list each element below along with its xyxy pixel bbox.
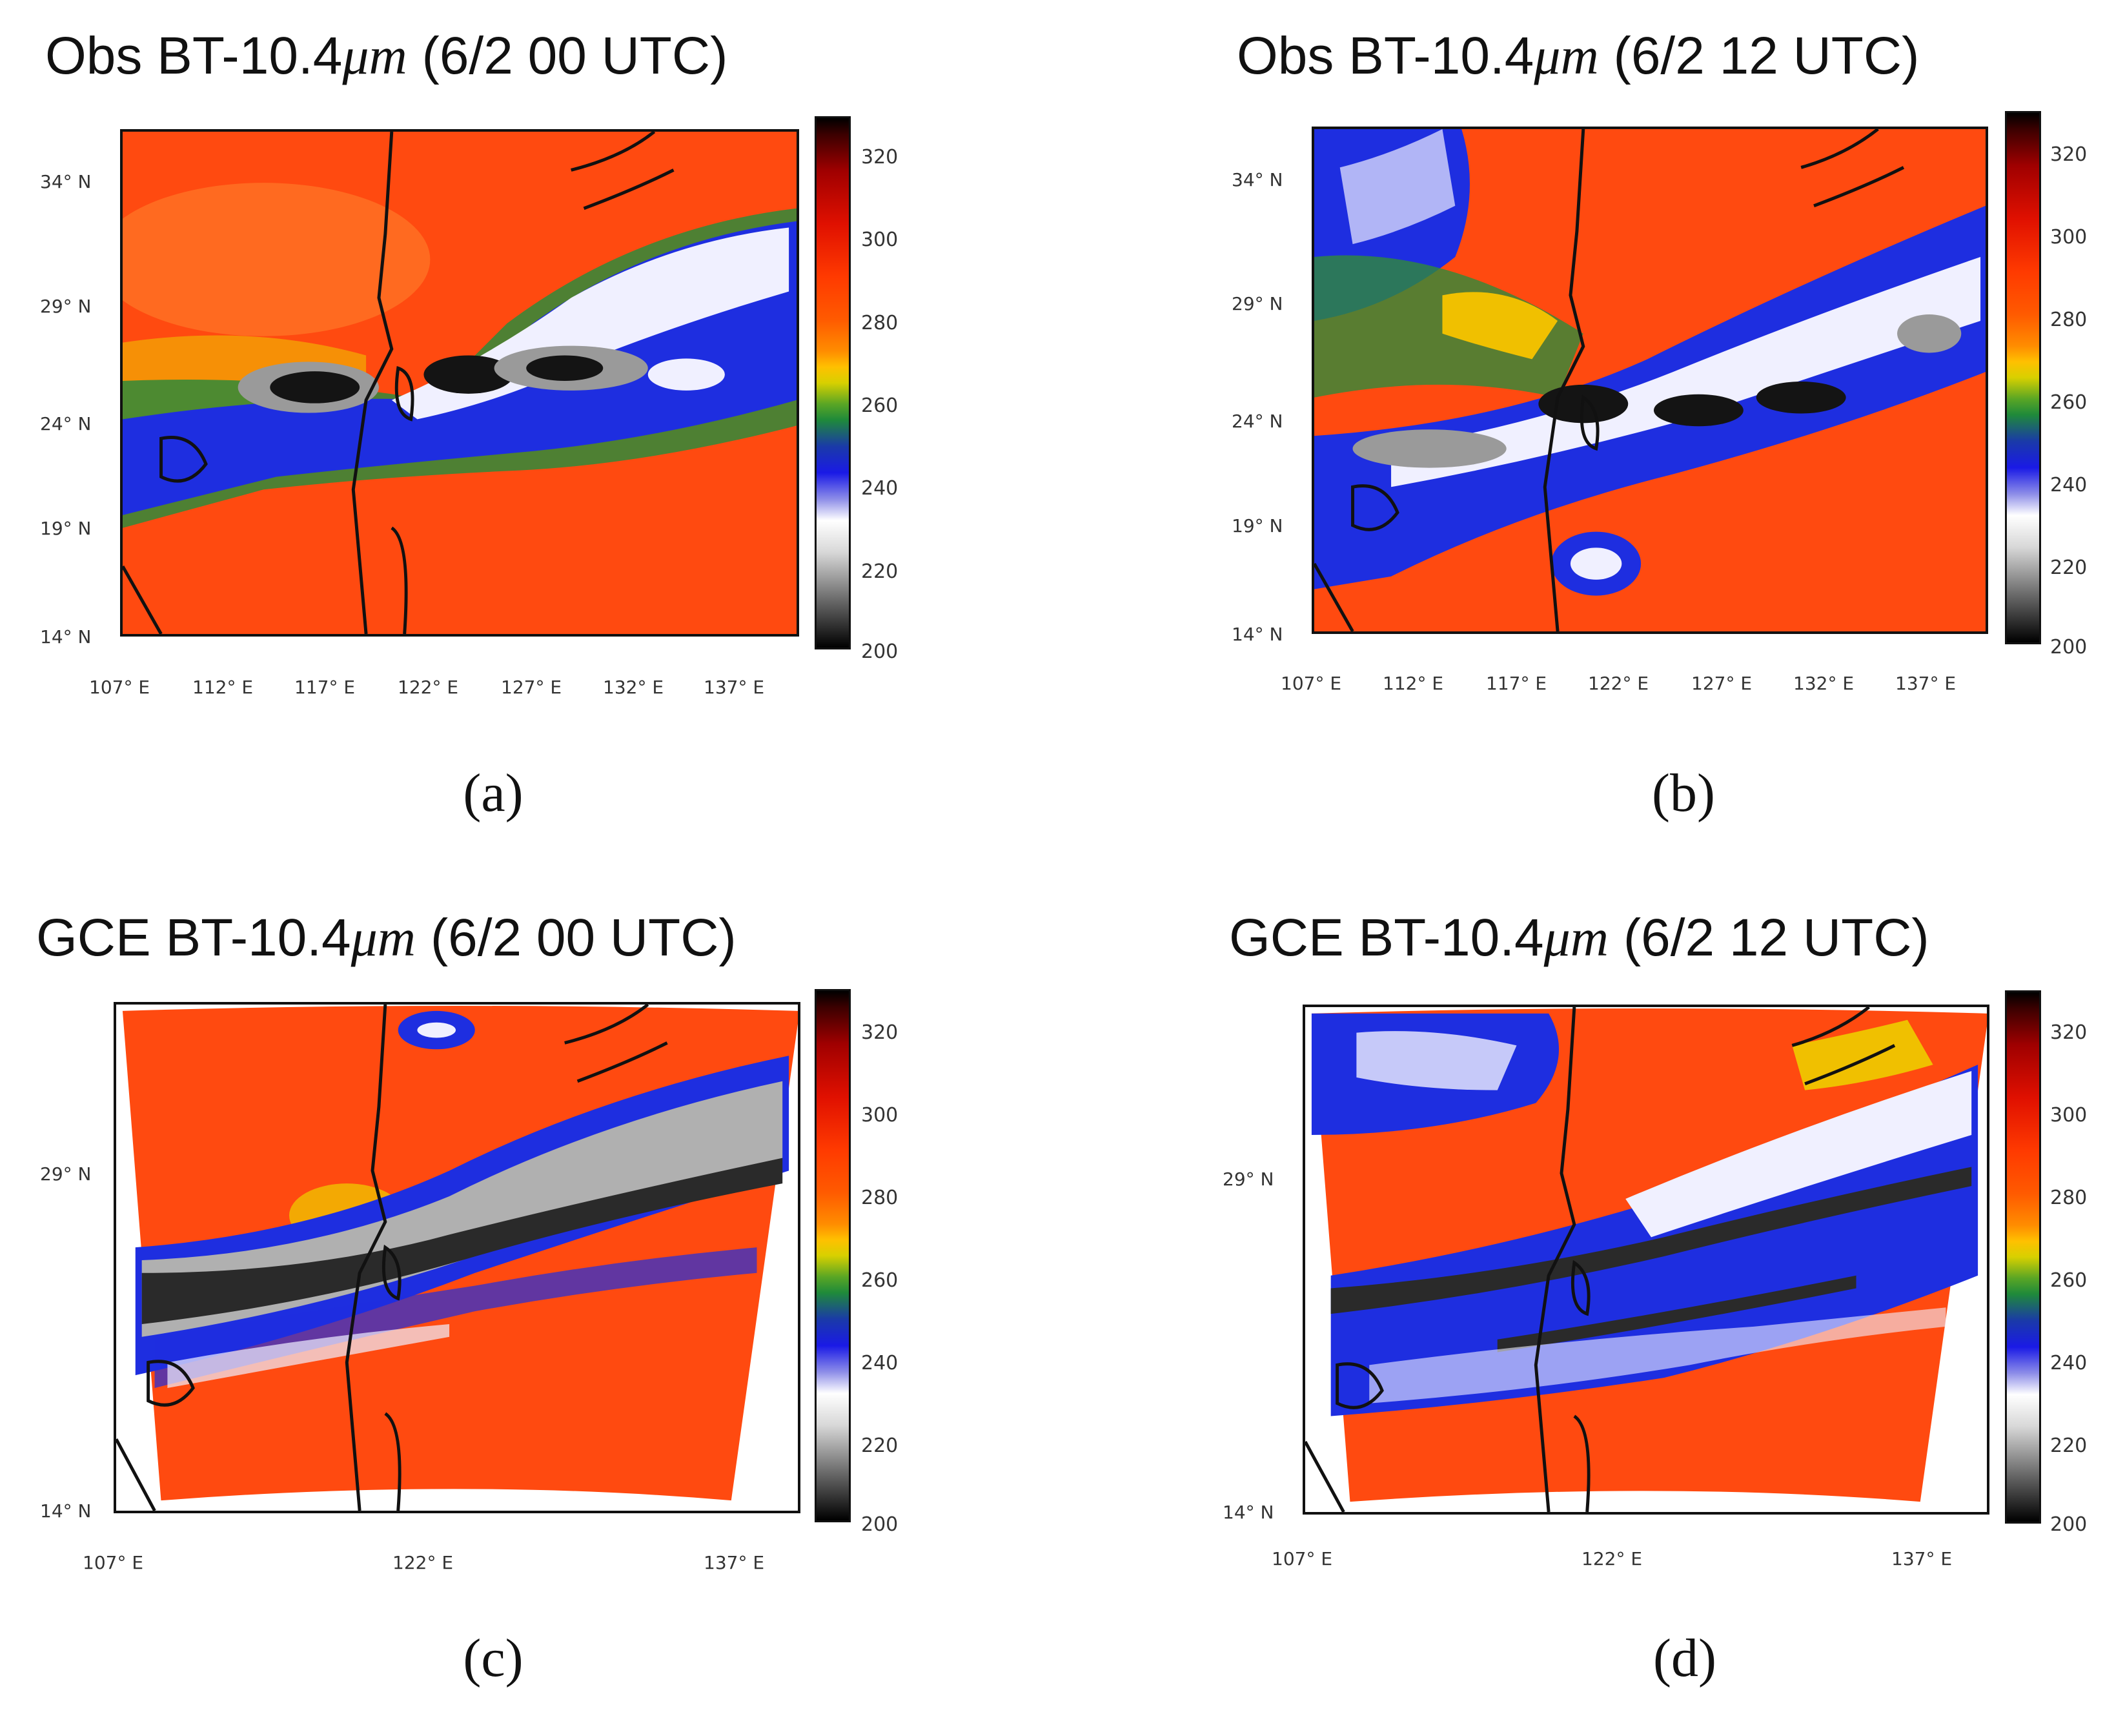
lat-tick: 29° N [40, 1163, 92, 1185]
colorbar-tick: 260 [2050, 391, 2088, 414]
panel-d-caption: (d) [1653, 1628, 1716, 1688]
lat-tick: 14° N [1223, 1502, 1274, 1523]
panel-c-title: GCE BT-10.4μm (6/2 00 UTC) [36, 908, 737, 968]
panel-b-title: Obs BT-10.4μm (6/2 12 UTC) [1237, 26, 1919, 87]
colorbar-tick: 220 [2050, 1435, 2088, 1457]
title-unit: μm [1543, 908, 1609, 967]
lon-tick: 107° E [83, 1552, 144, 1573]
colorbar-tick: 280 [861, 312, 899, 334]
colorbar-tick: 200 [861, 1513, 899, 1536]
lon-tick: 137° E [1895, 673, 1957, 694]
title-prefix: GCE BT-10.4 [36, 908, 351, 967]
lon-tick: 122° E [1581, 1548, 1643, 1569]
lon-tick: 122° E [398, 677, 459, 698]
panel-a-image [123, 132, 797, 634]
lon-tick: 112° E [192, 677, 254, 698]
title-suffix: (6/2 12 UTC) [1598, 26, 1920, 85]
colorbar-tick: 320 [861, 146, 899, 168]
panel-b-image [1314, 129, 1986, 631]
title-unit: μm [342, 26, 407, 85]
colorbar-tick: 240 [2050, 474, 2088, 496]
lat-tick: 14° N [40, 626, 92, 648]
colorbar-tick: 260 [861, 394, 899, 417]
colorbar-tick: 200 [2050, 1513, 2088, 1536]
lat-tick: 14° N [1232, 624, 1283, 645]
panel-d: GCE BT-10.4μm (6/2 12 UTC) 29° N 14° N 1… [1062, 868, 2125, 1735]
panel-c-caption: (c) [463, 1628, 524, 1688]
colorbar-tick: 280 [861, 1187, 899, 1209]
lon-tick: 107° E [1281, 673, 1342, 694]
lat-tick: 24° N [40, 413, 92, 434]
colorbar-tick: 260 [861, 1269, 899, 1292]
panel-d-image [1305, 1007, 1987, 1512]
panel-b-colorbar [2005, 111, 2041, 644]
panel-a-colorbar [815, 116, 851, 649]
colorbar-tick: 240 [861, 1352, 899, 1374]
lon-tick: 132° E [1793, 673, 1855, 694]
lat-tick: 34° N [1232, 169, 1283, 190]
title-prefix: Obs BT-10.4 [1237, 26, 1534, 85]
colorbar-tick: 300 [861, 1104, 899, 1127]
lon-tick: 117° E [294, 677, 356, 698]
lon-tick: 107° E [1272, 1548, 1333, 1569]
panel-a-caption: (a) [463, 763, 524, 823]
colorbar-tick: 300 [861, 229, 899, 251]
lat-tick: 29° N [40, 296, 92, 317]
colorbar-tick: 320 [2050, 1021, 2088, 1044]
panel-c-map [114, 1002, 800, 1513]
colorbar-tick: 220 [2050, 557, 2088, 579]
colorbar-tick: 200 [2050, 636, 2088, 659]
lon-tick: 127° E [1691, 673, 1753, 694]
colorbar-tick: 280 [2050, 1187, 2088, 1209]
colorbar-tick: 260 [2050, 1269, 2088, 1292]
lat-tick: 29° N [1223, 1169, 1274, 1190]
panel-a-title: Obs BT-10.4μm (6/2 00 UTC) [45, 26, 727, 87]
panel-b-map [1312, 127, 1988, 634]
colorbar-tick: 320 [2050, 143, 2088, 166]
lat-tick: 24° N [1232, 411, 1283, 432]
panel-d-map [1303, 1005, 1989, 1515]
panel-c: GCE BT-10.4μm (6/2 00 UTC) 29° N 14° N 1… [0, 868, 1062, 1735]
colorbar-tick: 220 [861, 560, 899, 583]
title-unit: μm [1534, 26, 1599, 85]
title-prefix: GCE BT-10.4 [1229, 908, 1544, 967]
title-suffix: (6/2 12 UTC) [1609, 908, 1929, 967]
colorbar-tick: 240 [2050, 1352, 2088, 1374]
colorbar-tick: 320 [861, 1021, 899, 1044]
lat-tick: 29° N [1232, 293, 1283, 314]
lon-tick: 107° E [89, 677, 150, 698]
colorbar-tick: 300 [2050, 1104, 2088, 1127]
lon-tick: 137° E [1891, 1548, 1953, 1569]
lon-tick: 132° E [603, 677, 664, 698]
title-prefix: Obs BT-10.4 [45, 26, 343, 85]
lat-tick: 34° N [40, 171, 92, 192]
lon-tick: 127° E [501, 677, 562, 698]
lat-tick: 14° N [40, 1500, 92, 1522]
lon-tick: 122° E [1588, 673, 1649, 694]
title-unit: μm [351, 908, 416, 967]
colorbar-tick: 200 [861, 640, 899, 663]
panel-b-caption: (b) [1652, 763, 1715, 823]
panel-c-colorbar [815, 989, 851, 1522]
panel-a-map [120, 129, 799, 637]
colorbar-tick: 240 [861, 477, 899, 500]
panel-c-image [116, 1005, 798, 1511]
title-suffix: (6/2 00 UTC) [416, 908, 737, 967]
lon-tick: 137° E [704, 677, 765, 698]
panel-a: Obs BT-10.4μm (6/2 00 UTC) 34° N 29° N 2… [0, 0, 1062, 868]
lon-tick: 122° E [392, 1552, 454, 1573]
colorbar-tick: 220 [861, 1435, 899, 1457]
colorbar-tick: 300 [2050, 226, 2088, 249]
panel-d-title: GCE BT-10.4μm (6/2 12 UTC) [1229, 908, 1929, 968]
panel-d-colorbar [2005, 990, 2041, 1524]
lon-tick: 117° E [1486, 673, 1547, 694]
panel-b: Obs BT-10.4μm (6/2 12 UTC) 34° N 29° N 2… [1062, 0, 2125, 868]
title-suffix: (6/2 00 UTC) [407, 26, 728, 85]
lat-tick: 19° N [1232, 515, 1283, 536]
lat-tick: 19° N [40, 518, 92, 539]
colorbar-tick: 280 [2050, 309, 2088, 331]
lon-tick: 137° E [704, 1552, 765, 1573]
lon-tick: 112° E [1383, 673, 1444, 694]
